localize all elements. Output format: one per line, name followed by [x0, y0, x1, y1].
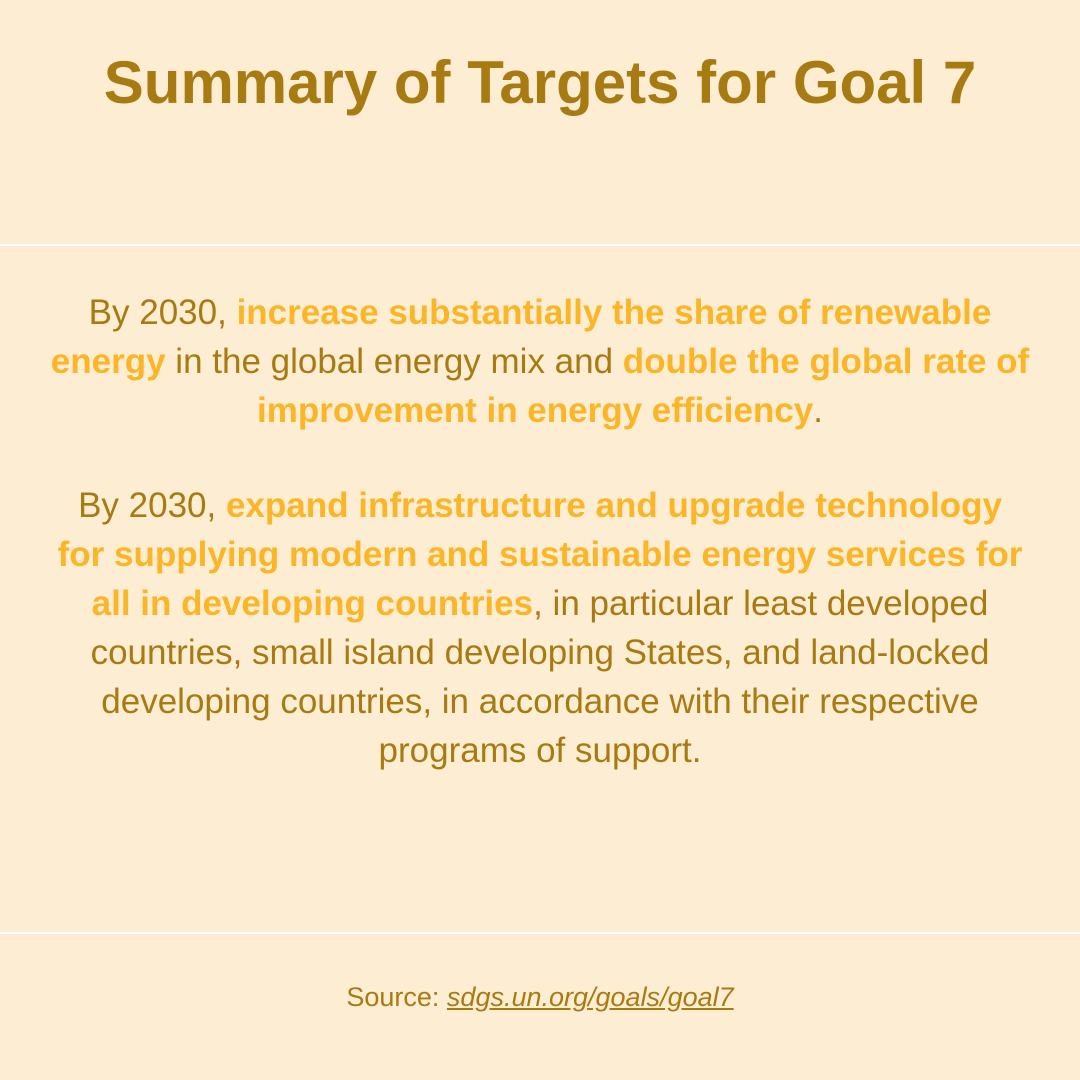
- text: in the global energy mix and: [165, 342, 623, 381]
- source-label: Source:: [346, 982, 447, 1012]
- divider: [0, 932, 1080, 934]
- text: By 2030,: [88, 293, 237, 332]
- body-text: By 2030, increase substantially the shar…: [50, 288, 1030, 821]
- source-link[interactable]: sdgs.un.org/goals/goal7: [446, 982, 734, 1012]
- paragraph: By 2030, expand infrastructure and upgra…: [50, 481, 1030, 775]
- title: Summary of Targets for Goal 7: [103, 49, 977, 116]
- text: .: [813, 391, 824, 430]
- divider: [0, 244, 1080, 246]
- paragraph: By 2030, increase substantially the shar…: [50, 288, 1030, 435]
- highlight-text: double the global rate of improvement in…: [256, 342, 1030, 430]
- text: , in particular least developed countrie…: [90, 584, 990, 770]
- highlight-text: increase substantially the share of rene…: [50, 293, 992, 381]
- footer: Source: sdgs.un.org/goals/goal7: [0, 982, 1080, 1013]
- text: By 2030,: [78, 486, 226, 525]
- highlight-text: expand infrastructure and upgrade techno…: [57, 486, 1023, 623]
